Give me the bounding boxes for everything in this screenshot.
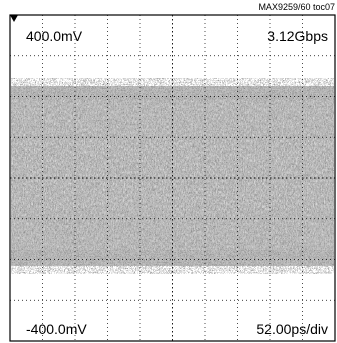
readout-bottom-left: -400.0mV — [26, 321, 87, 337]
readout-top-left: 400.0mV — [26, 28, 83, 44]
readout-top-right: 3.12Gbps — [267, 28, 328, 44]
readout-bottom-right: 52.00ps/div — [256, 321, 328, 337]
figure-id: MAX9259/60 toc07 — [258, 2, 335, 12]
trigger-marker — [10, 15, 18, 22]
